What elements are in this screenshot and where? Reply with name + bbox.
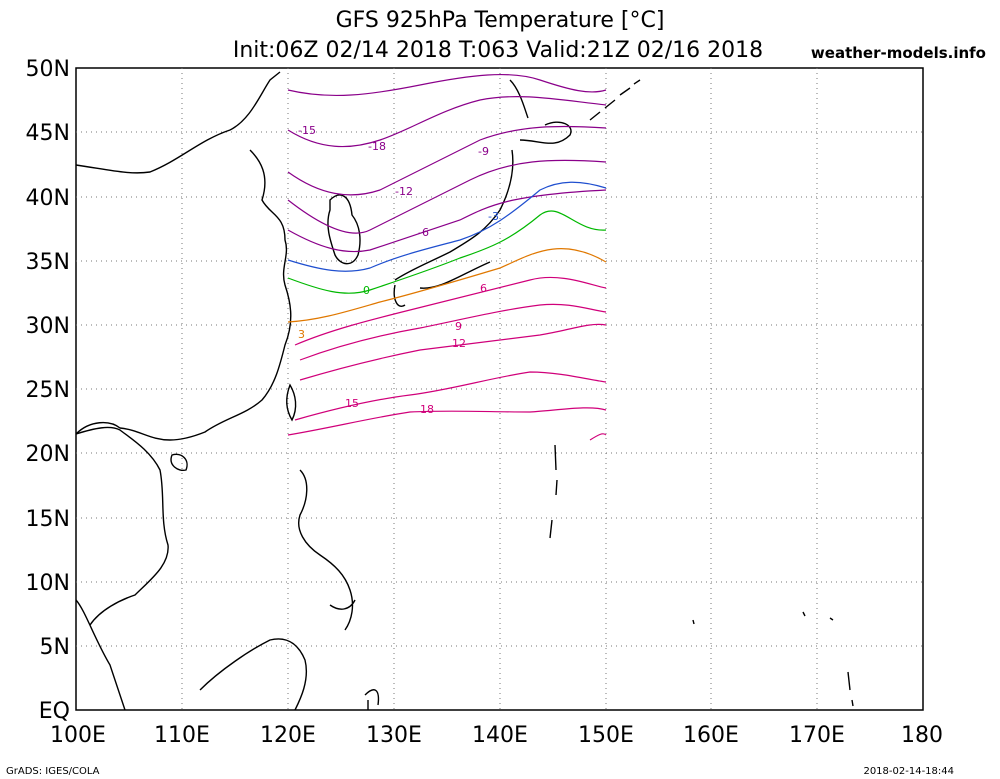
- contour-nine: [299, 303, 607, 361]
- coast-kurils: [589, 79, 641, 121]
- contour-twelve: [299, 323, 607, 381]
- contour-label: -12: [395, 185, 413, 198]
- y-tick-label: EQ: [39, 699, 70, 724]
- x-axis: 100E 110E 120E 130E 140E 150E 160E 170E …: [50, 723, 943, 748]
- contour-label: 18: [420, 403, 434, 416]
- contour-label: -6: [418, 226, 429, 239]
- y-tick-label: 30N: [26, 314, 70, 339]
- coastlines: [75, 71, 854, 711]
- footer-grads-credit: GrADS: IGES/COLA: [6, 766, 100, 777]
- contour-label: -9: [478, 145, 489, 158]
- site-credit: weather-models.info: [810, 44, 986, 62]
- y-tick-label: 15N: [26, 507, 70, 532]
- x-tick-label: 160E: [683, 723, 739, 748]
- contour-label: 6: [480, 282, 487, 295]
- contour-label: 9: [455, 320, 462, 333]
- coast-marianas: [549, 444, 558, 539]
- x-tick-label: 110E: [154, 723, 210, 748]
- contour-labels: -18 -15 -12 -9 -6 -3 0 3 6 9 12 15 18: [298, 124, 499, 416]
- coast-hainan: [170, 453, 188, 472]
- contour-six: [294, 276, 607, 346]
- contour-eighteen-fragment: [589, 433, 607, 441]
- coast-china: [75, 71, 292, 441]
- contour-label: -15: [298, 124, 316, 137]
- x-tick-label: 170E: [789, 723, 845, 748]
- coast-hokkaido: [509, 79, 572, 144]
- contour-minus9: [287, 159, 607, 234]
- map-subtitle: Init:06Z 02/14 2018 T:063 Valid:21Z 02/1…: [232, 38, 764, 63]
- y-tick-label: 35N: [26, 250, 70, 275]
- contour-label: -18: [368, 140, 386, 153]
- y-tick-label: 5N: [40, 635, 70, 660]
- contour-label: -3: [488, 210, 499, 223]
- x-tick-label: 130E: [366, 723, 422, 748]
- coast-indochina: [75, 426, 169, 711]
- contour-label: 3: [298, 328, 305, 341]
- y-tick-label: 25N: [26, 378, 70, 403]
- y-tick-label: 20N: [26, 442, 70, 467]
- footer-timestamp: 2018-02-14-18:44: [863, 766, 954, 777]
- contour-minus12: [287, 125, 607, 196]
- y-axis: EQ 5N 10N 15N 20N 25N 30N 35N 40N 45N 50…: [26, 57, 70, 724]
- coast-borneo: [199, 638, 307, 711]
- coast-sulawesi: [364, 689, 380, 710]
- y-tick-label: 40N: [26, 186, 70, 211]
- temperature-contours: [287, 73, 607, 441]
- grid-lines: [76, 68, 923, 710]
- contour-zero: [287, 210, 607, 294]
- contour-label: 12: [452, 337, 466, 350]
- y-tick-label: 10N: [26, 571, 70, 596]
- coast-japan: [393, 149, 514, 307]
- map-title: GFS 925hPa Temperature [°C]: [335, 8, 665, 33]
- x-tick-label: 140E: [472, 723, 528, 748]
- contour-fifteen: [294, 371, 607, 421]
- contour-minus15: [287, 96, 607, 148]
- x-tick-label: 120E: [260, 723, 316, 748]
- x-tick-label: 180: [901, 723, 943, 748]
- x-tick-label: 100E: [50, 723, 106, 748]
- contour-three: [287, 248, 607, 323]
- contour-label: 0: [363, 284, 370, 297]
- contour-label: 15: [345, 397, 359, 410]
- y-tick-label: 45N: [26, 121, 70, 146]
- contour-minus3: [287, 181, 607, 272]
- coast-taiwan: [286, 383, 297, 422]
- contour-minus6: [287, 189, 607, 253]
- x-tick-label: 150E: [578, 723, 634, 748]
- contour-minus18: [287, 73, 607, 97]
- y-tick-label: 50N: [26, 57, 70, 82]
- coast-korea: [327, 194, 361, 265]
- coast-philippines: [298, 469, 356, 631]
- contour-eighteen: [287, 407, 607, 436]
- coast-pacific-islands: [692, 611, 854, 707]
